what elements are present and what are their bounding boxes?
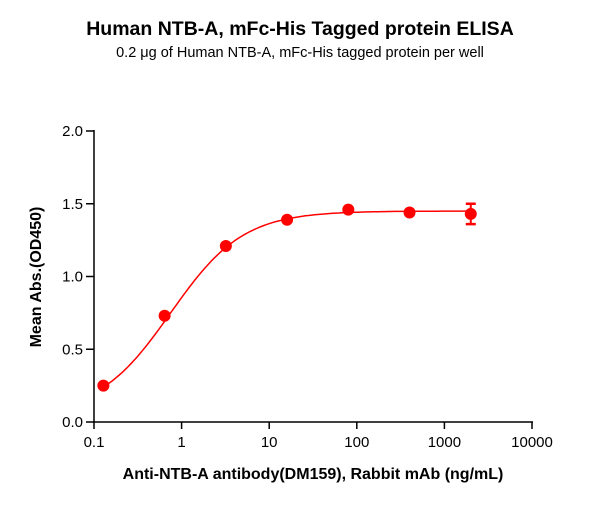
axes: 0.0 0.5 1.0 1.5 2.0 0.1 1 10 100 1000 10000 (62, 123, 553, 451)
data-point (97, 379, 110, 392)
fit-curve-path (102, 210, 471, 388)
fit-curve (102, 210, 471, 388)
data-point (403, 206, 416, 219)
data-point (342, 203, 355, 216)
data-points (97, 202, 477, 392)
chart-subtitle: 0.2 μg of Human NTB-A, mFc-His tagged pr… (116, 45, 484, 61)
y-tick-label: 0.5 (62, 341, 83, 358)
x-tick-label: 10000 (511, 434, 553, 451)
y-tick-label: 1.0 (62, 269, 83, 286)
x-tick-label: 1000 (428, 434, 461, 451)
x-tick-label: 0.1 (84, 434, 105, 451)
x-tick-label: 10 (261, 434, 278, 451)
y-axis-label: Mean Abs.(OD450) (28, 207, 45, 348)
x-tick-label: 100 (344, 434, 369, 451)
y-tick-label: 1.5 (62, 196, 83, 213)
chart-title: Human NTB-A, mFc-His Tagged protein ELIS… (86, 18, 514, 40)
data-point (219, 239, 232, 252)
y-tick-label: 2.0 (62, 123, 83, 140)
data-point (158, 309, 171, 322)
data-point (281, 213, 294, 226)
data-point (464, 207, 477, 220)
y-tick-label: 0.0 (62, 414, 83, 431)
x-tick-label: 1 (177, 434, 185, 451)
x-axis-label: Anti-NTB-A antibody(DM159), Rabbit mAb (… (123, 466, 504, 483)
